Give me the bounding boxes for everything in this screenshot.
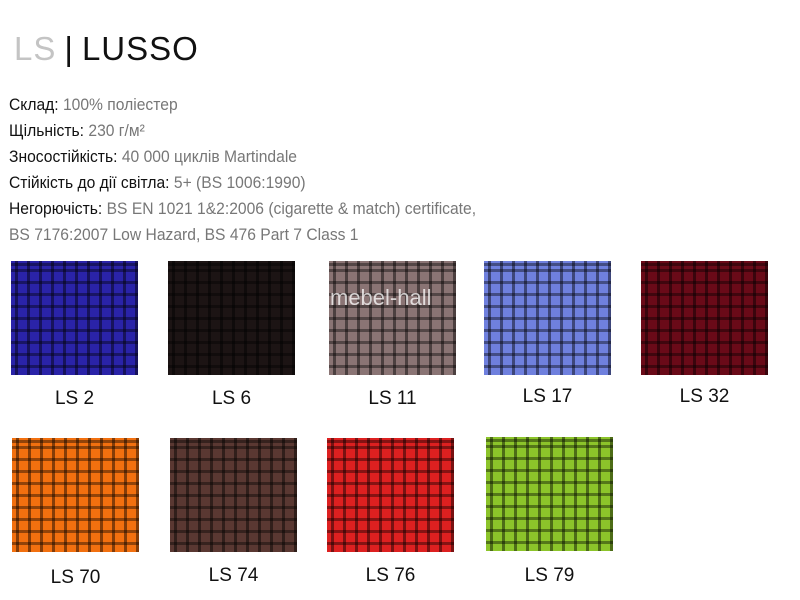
- spec-flammability: Негорючість: BS EN 1021 1&2:2006 (cigare…: [9, 196, 476, 222]
- fabric-swatch: [12, 438, 139, 552]
- spec-value: BS EN 1021 1&2:2006 (cigarette & match) …: [106, 199, 477, 218]
- swatch-label: LS 32: [679, 386, 730, 407]
- spec-abrasion: Зносостійкість: 40 000 циклів Martindale: [9, 144, 476, 170]
- fabric-swatch: [486, 437, 613, 551]
- spec-label: Щільність:: [9, 121, 85, 140]
- fabric-swatch: [11, 261, 138, 375]
- spec-value: 230 г/м²: [88, 121, 145, 140]
- spec-lightfastness: Стійкість до дії світла: 5+ (BS 1006:199…: [9, 170, 476, 196]
- watermark: mebel-hall: [330, 285, 432, 310]
- swatch-label: LS 6: [211, 388, 252, 409]
- swatch-label: LS 79: [524, 565, 575, 586]
- fabric-swatch: [484, 261, 611, 375]
- title-code: LS: [14, 30, 57, 67]
- fabric-swatch: [327, 438, 454, 552]
- swatch-label: LS 17: [522, 386, 573, 407]
- page-title: LS | LUSSO: [14, 30, 199, 68]
- title-name: LUSSO: [81, 30, 199, 67]
- specifications: Склад: 100% поліестер Щільність: 230 г/м…: [9, 92, 476, 248]
- fabric-swatch: [641, 261, 768, 375]
- spec-value: 5+ (BS 1006:1990): [173, 173, 306, 192]
- swatch-label: LS 70: [50, 567, 101, 588]
- spec-label: Склад:: [9, 95, 59, 114]
- spec-flammability-cont: BS 7176:2007 Low Hazard, BS 476 Part 7 C…: [9, 222, 476, 248]
- spec-composition: Склад: 100% поліестер: [9, 92, 476, 118]
- fabric-swatch: [170, 438, 297, 552]
- spec-label: Негорючість:: [9, 199, 103, 218]
- spec-value: 100% поліестер: [62, 95, 178, 114]
- spec-value: 40 000 циклів Martindale: [121, 147, 298, 166]
- fabric-swatch: [329, 261, 456, 375]
- swatch-label: LS 76: [365, 565, 416, 586]
- spec-label: Стійкість до дії світла:: [9, 173, 170, 192]
- spec-density: Щільність: 230 г/м²: [9, 118, 476, 144]
- fabric-swatch: [168, 261, 295, 375]
- title-separator: |: [64, 30, 74, 67]
- swatch-label: LS 74: [208, 565, 259, 586]
- swatch-label: LS 11: [368, 388, 417, 409]
- spec-value: BS 7176:2007 Low Hazard, BS 476 Part 7 C…: [9, 225, 359, 244]
- spec-label: Зносостійкість:: [9, 147, 118, 166]
- swatch-label: LS 2: [54, 388, 95, 409]
